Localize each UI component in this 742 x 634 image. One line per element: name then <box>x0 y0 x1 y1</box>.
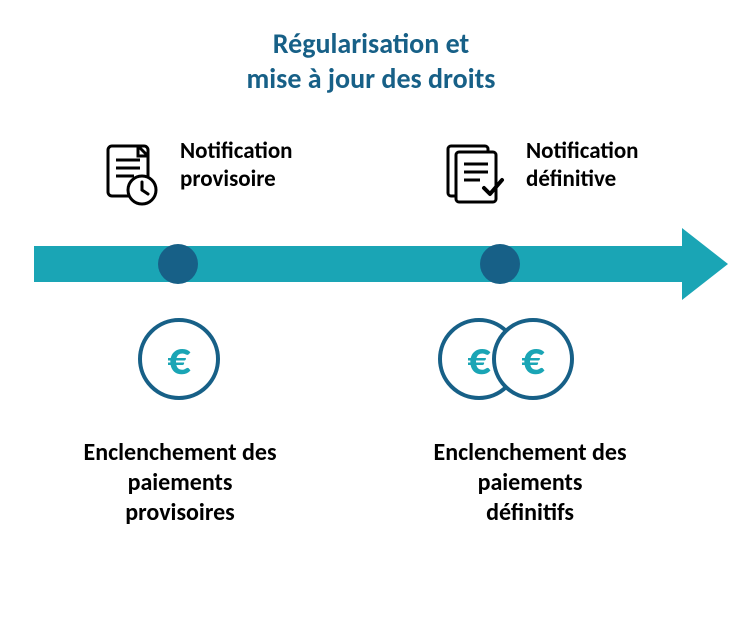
caption-definitive: Enclenchement des paiements définitifs <box>390 438 670 528</box>
page-title: Régularisation et mise à jour des droits <box>0 0 742 96</box>
euro-icon: € <box>467 336 490 382</box>
title-line-1: Régularisation et <box>273 26 469 61</box>
caption-provisional: Enclenchement des paiements provisoires <box>40 438 320 528</box>
captions-row: Enclenchement des paiements provisoires … <box>0 438 742 558</box>
euro-icon: € <box>521 336 544 382</box>
document-clock-icon <box>94 138 166 210</box>
step-provisional: Notification provisoire <box>94 138 293 210</box>
timeline-dot-2 <box>480 244 520 284</box>
timeline-dot-1 <box>158 244 198 284</box>
coins-row: € € € <box>0 318 742 418</box>
title-line-2: mise à jour des droits <box>247 61 496 96</box>
document-check-icon <box>440 138 512 210</box>
arrow-head-icon <box>682 228 728 300</box>
steps-row: Notification provisoire Notification déf… <box>0 138 742 228</box>
arrow-bar <box>34 246 682 282</box>
step-provisional-label: Notification provisoire <box>180 138 293 193</box>
timeline-arrow <box>0 234 742 294</box>
step-definitive-label: Notification définitive <box>526 138 639 193</box>
euro-coin-definitive-front: € <box>492 318 574 400</box>
euro-coin-provisional: € <box>138 318 220 400</box>
step-definitive: Notification définitive <box>440 138 639 210</box>
euro-icon: € <box>167 336 190 382</box>
